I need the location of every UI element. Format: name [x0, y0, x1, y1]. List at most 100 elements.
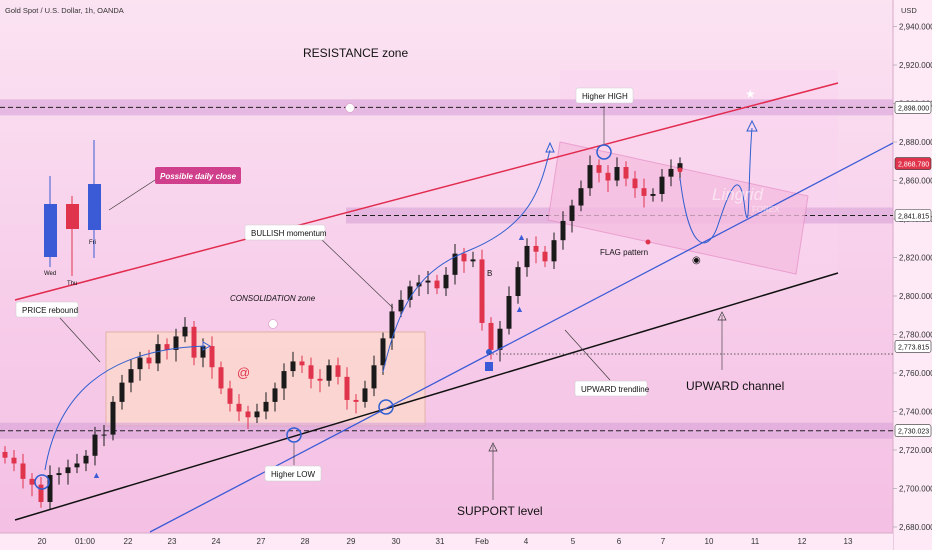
- candle-body: [362, 388, 368, 402]
- candle-body: [164, 344, 170, 350]
- candle-body: [263, 401, 269, 412]
- candle-body: [443, 274, 449, 289]
- x-tick-label: 6: [617, 537, 622, 546]
- y-tick-label: 2,860.000: [899, 177, 932, 186]
- candle-body: [506, 296, 512, 329]
- bullish-momentum-text: BULLISH momentum: [251, 229, 327, 238]
- x-tick-label: 31: [436, 537, 445, 546]
- candle-body: [470, 259, 476, 262]
- rocket-icon-1: ▲: [92, 470, 101, 480]
- candle-body: [308, 365, 314, 379]
- callout-lines: [59, 106, 723, 500]
- watermark-name: Lingrid: [712, 185, 764, 204]
- band-resistance: [0, 99, 893, 116]
- flag-pattern-area: [547, 141, 809, 275]
- marker-b-label: B: [487, 269, 492, 278]
- higher-low-circle-1[interactable]: [34, 474, 50, 490]
- candle-body: [380, 338, 386, 366]
- y-tick-label: 2,700.000: [899, 485, 932, 494]
- rocket-icon-3: ▲: [517, 232, 526, 242]
- snail-icon: @: [237, 365, 250, 380]
- candle-body: [623, 167, 629, 179]
- candle-body: [218, 367, 224, 389]
- pivot-dot-2: [677, 167, 683, 173]
- candle-body: [101, 434, 107, 436]
- y-tick-label: 2,740.000: [899, 408, 932, 417]
- y-tick-label: 2,800.000: [899, 292, 932, 301]
- higher-low-circle-2[interactable]: [286, 427, 302, 443]
- candle-body: [596, 165, 602, 173]
- eye-icon: ◉: [692, 255, 701, 266]
- price-tag-label: 2,898.000: [898, 105, 929, 112]
- y-tick-label: 2,920.000: [899, 61, 932, 70]
- candle-body: [137, 357, 143, 370]
- price-rebound-arrowhead: [202, 341, 212, 351]
- daily-candles-inset: Wed Thu Fri: [44, 140, 101, 287]
- upward-trendline-box: UPWARD trendline: [574, 380, 650, 397]
- candle-body: [587, 165, 593, 189]
- x-tick-label: 22: [124, 537, 133, 546]
- time-axis[interactable]: 20 01:00 22 23 24 27 28 29 30 31 Feb 4 5 6 7 10 11 12 13: [38, 537, 853, 546]
- y-tick-label: 2,780.000: [899, 331, 932, 340]
- flag-pattern-label: FLAG pattern: [600, 248, 648, 257]
- possible-daily-close-text: Possible daily close: [160, 172, 237, 181]
- y-tick-label: 2,820.000: [899, 254, 932, 263]
- x-tick-label: 5: [571, 537, 576, 546]
- upward-channel-label: UPWARD channel: [686, 379, 784, 393]
- candle-body: [641, 188, 647, 196]
- candle-body: [182, 326, 188, 337]
- candle-body: [479, 259, 485, 323]
- candle-body: [614, 167, 620, 181]
- hand-icon-top: [345, 103, 355, 113]
- inset-label-wed: Wed: [44, 271, 56, 277]
- candle-body: [389, 311, 395, 339]
- price-tag-box: [894, 340, 932, 353]
- price-tag-label: 2,773.815: [898, 344, 929, 351]
- possible-daily-close-box: Possible daily close: [155, 167, 241, 184]
- higher-high-circle[interactable]: [596, 144, 612, 160]
- candle-body: [425, 280, 431, 283]
- higher-low-circle-3[interactable]: [378, 399, 394, 415]
- candle-body: [200, 346, 206, 358]
- band-support: [0, 422, 893, 439]
- x-tick-label: 20: [38, 537, 47, 546]
- candle-body: [344, 376, 350, 400]
- candle-body: [74, 463, 80, 468]
- y-tick-label: 2,680.000: [899, 523, 932, 532]
- candles-layer: [2, 155, 683, 510]
- hand-icon-mid: [268, 319, 278, 329]
- flag-forecast-arrow: [679, 127, 753, 244]
- x-tick-label: 27: [257, 537, 266, 546]
- price-tag-label: 2,841.815: [898, 214, 929, 221]
- candle-body: [65, 467, 71, 474]
- x-tick-label: 30: [392, 537, 401, 546]
- support-channel-line: [14, 272, 839, 521]
- x-tick-label: 12: [798, 537, 807, 546]
- channel-arrowhead: [717, 311, 727, 321]
- candle-body: [560, 220, 566, 241]
- candle-body: [515, 267, 521, 296]
- candle-body: [191, 326, 197, 358]
- candle-body: [371, 365, 377, 389]
- y-tick-label: 2,760.000: [899, 369, 932, 378]
- higher-low-text: Higher LOW: [271, 470, 315, 479]
- candle-body: [533, 245, 539, 252]
- currency-label: USD: [901, 6, 917, 15]
- price-tag-box: [894, 209, 932, 222]
- price-tag-box: [894, 101, 932, 114]
- candle-body: [488, 322, 494, 350]
- support-arrowhead: [488, 442, 498, 452]
- flag-marker-icon: [485, 362, 493, 371]
- candle-body: [569, 205, 575, 221]
- candle-body: [335, 365, 341, 377]
- candle-body: [272, 388, 278, 402]
- price-tag-label: 2,868.780: [898, 162, 929, 169]
- price-axis-panel: [893, 0, 932, 550]
- candle-body: [236, 403, 242, 412]
- y-tick-label: 2,940.000: [899, 23, 932, 32]
- price-tag-box: [894, 424, 932, 438]
- candle-body: [452, 253, 458, 275]
- higher-high-text: Higher HIGH: [582, 92, 628, 101]
